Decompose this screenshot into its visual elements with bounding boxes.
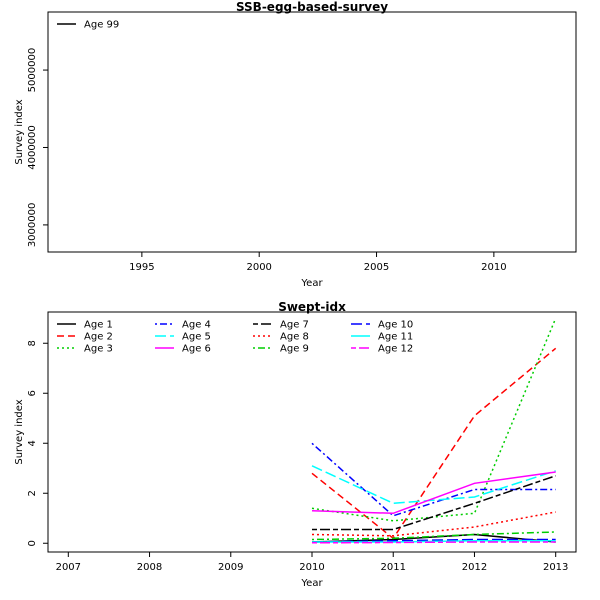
chart-2-legend-label-1: Age 1 <box>84 320 113 331</box>
chart-1-y-tick-label-1: 3000000 <box>27 203 38 248</box>
chart-2-series-line-6 <box>311 471 556 515</box>
chart-2-series-line-5 <box>311 465 556 505</box>
chart-1-x-tick-label-1: 1995 <box>129 262 154 273</box>
chart-1-y-axis-label: Survey index <box>14 99 25 164</box>
chart-1-plot-frame <box>47 11 577 253</box>
chart-1-x-tick-label-3: 2005 <box>364 262 389 273</box>
chart-2-legend-label-3: Age 3 <box>84 344 113 355</box>
chart-2-legend-label-2: Age 2 <box>84 332 113 343</box>
swept-idx-panel: 2007 2008 2009 2010 2011 2012 2013 0 2 4 6 8 Swept-i… <box>14 300 577 589</box>
chart-2-series-line-3 <box>311 318 557 522</box>
chart-2-x-tick-label-4: 2010 <box>299 562 324 573</box>
chart-2-y-tick-label-3: 4 <box>27 440 38 446</box>
ssb-egg-survey-panel: 1995 2000 2005 2010 3000000 4000000 5000000 SSB… <box>14 0 577 289</box>
chart-2-x-tick-label-7: 2013 <box>543 562 568 573</box>
chart-1-x-tick-label-4: 2010 <box>481 262 506 273</box>
chart-2-legend-label-11: Age 11 <box>378 332 413 343</box>
chart-2-y-tick-label-4: 6 <box>27 390 38 396</box>
chart-2-series-line-11 <box>312 540 556 543</box>
chart-2-legend-label-9: Age 9 <box>280 344 309 355</box>
chart-2-legend-label-10: Age 10 <box>378 320 413 331</box>
chart-2-series-line-4 <box>311 442 556 517</box>
chart-2-series-line-8 <box>311 511 556 537</box>
chart-2-x-tick-label-3: 2009 <box>218 562 243 573</box>
chart-1-x-tick-label-2: 2000 <box>246 262 271 273</box>
chart-2-y-tick-label-1: 0 <box>27 540 38 546</box>
chart-2-legend-label-4: Age 4 <box>182 320 211 331</box>
chart-2-x-tick-label-1: 2007 <box>56 562 81 573</box>
chart-2-x-axis-label: Year <box>300 578 323 589</box>
chart-2-y-tick-label-2: 2 <box>27 490 38 496</box>
chart-2-x-tick-label-6: 2012 <box>462 562 487 573</box>
chart-2-title: Swept-idx <box>278 300 346 314</box>
chart-2-x-tick-label-2: 2008 <box>137 562 162 573</box>
chart-2-y-tick-label-5: 8 <box>27 340 38 346</box>
chart-2-legend-label-8: Age 8 <box>280 332 309 343</box>
chart-2-legend-label-5: Age 5 <box>182 332 211 343</box>
chart-2-series-line-9 <box>311 531 556 541</box>
chart-2-y-axis-label: Survey index <box>14 399 25 464</box>
chart-2-legend-label-6: Age 6 <box>182 344 211 355</box>
chart-2-legend-label-12: Age 12 <box>378 344 413 355</box>
chart-1-x-axis-label: Year <box>300 278 323 289</box>
chart-2-series-line-2 <box>311 347 557 540</box>
chart-1-y-tick-label-3: 5000000 <box>27 48 38 93</box>
chart-2-legend-label-7: Age 7 <box>280 320 309 331</box>
chart-1-title: SSB-egg-based-survey <box>236 0 388 14</box>
chart-2-x-tick-label-5: 2011 <box>381 562 406 573</box>
chart-1-legend-label-1: Age 99 <box>84 20 119 31</box>
chart-1-y-tick-label-2: 4000000 <box>27 125 38 170</box>
chart-2-series-line-12 <box>311 541 556 544</box>
